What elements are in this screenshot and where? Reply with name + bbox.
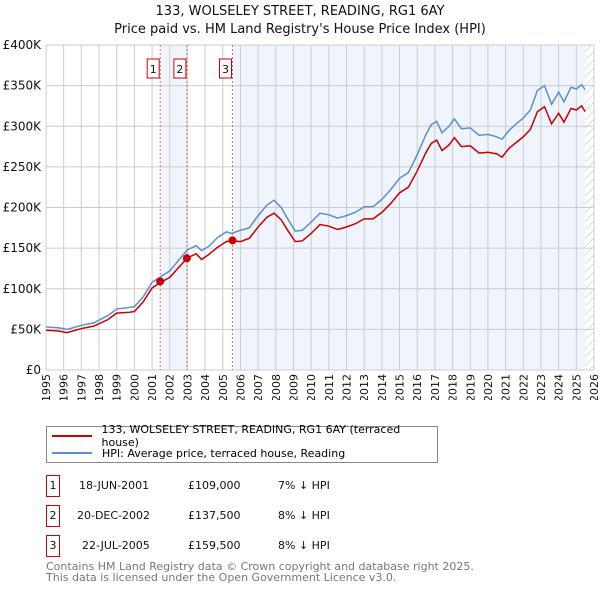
sale-date: 18-JUN-2001 [79, 479, 150, 492]
sale-point [228, 236, 237, 245]
x-tick-label: 2022 [517, 374, 530, 400]
x-tick-label: 2023 [535, 374, 548, 400]
y-tick-label: £400K [3, 38, 43, 52]
x-tick-label: 2026 [588, 374, 600, 400]
sale-hpi-diff: 8% ↓ HPI [278, 509, 330, 522]
x-tick-label: 2007 [252, 374, 265, 400]
x-tick-label: 2002 [164, 374, 177, 400]
sale-hpi-diff: 7% ↓ HPI [278, 479, 330, 492]
sale-price: £159,500 [188, 539, 241, 552]
footer-licence: This data is licensed under the Open Gov… [46, 571, 397, 584]
x-tick-label: 2004 [199, 374, 212, 400]
x-tick-label: 2008 [270, 374, 283, 400]
sale-label: 3 [222, 63, 229, 76]
sale-point [156, 277, 165, 286]
x-tick-label: 2015 [394, 374, 407, 400]
footer-copyright: Contains HM Land Registry data © Crown c… [46, 560, 474, 573]
x-tick-label: 2006 [234, 374, 247, 400]
y-tick-label: £200K [3, 201, 43, 215]
sale-date: 20-DEC-2002 [77, 509, 151, 522]
price-chart: 1995 1996 1997 1998 1999 2000 2001 2002 2003 2004… [3, 38, 600, 400]
y-tick-label: £50K [10, 322, 42, 336]
x-tick-label: 2017 [429, 374, 442, 400]
sale-price: £109,000 [188, 479, 241, 492]
x-tick-label: 2014 [376, 374, 389, 400]
x-tick-label: 2013 [358, 374, 371, 400]
sale-row: 1 18-JUN-2001 £109,000 7% ↓ HPI [46, 475, 446, 497]
legend-swatch-hpi [52, 452, 92, 454]
x-tick-label: 1997 [75, 374, 88, 400]
x-tick-label: 2003 [181, 374, 194, 400]
hpi-line [45, 83, 586, 331]
sale-label-box [173, 58, 187, 79]
x-tick-label: 2010 [305, 374, 318, 400]
legend: 133, WOLSELEY STREET, READING, RG1 6AY (… [46, 423, 438, 463]
x-tick-label: 2000 [128, 374, 141, 400]
chart-title: 133, WOLSELEY STREET, READING, RG1 6AY [155, 4, 445, 19]
x-tick-label: 2024 [553, 374, 566, 400]
x-tick-label: 2016 [411, 374, 424, 400]
legend-swatch-property [52, 435, 92, 437]
x-tick-label: 2011 [323, 374, 336, 400]
sale-row: 3 22-JUL-2005 £159,500 8% ↓ HPI [46, 535, 446, 557]
x-tick-label: 1998 [93, 374, 106, 400]
x-tick-label: 2005 [217, 374, 230, 400]
y-tick-label: £0 [26, 363, 41, 377]
sale-marker-box: 1 [46, 475, 60, 497]
y-tick-label: £250K [3, 160, 43, 174]
y-tick-label: £150K [3, 241, 43, 255]
y-tick-label: £300K [3, 119, 43, 133]
x-tick-label: 2020 [482, 374, 495, 400]
x-tick-label: 2021 [500, 374, 513, 400]
sale-point [182, 254, 191, 263]
legend-label-hpi: HPI: Average price, terraced house, Read… [102, 446, 346, 460]
sale-date: 22-JUL-2005 [82, 539, 150, 552]
sale-hpi-diff: 8% ↓ HPI [278, 539, 330, 552]
x-tick-label: 2018 [447, 374, 460, 400]
x-tick-label: 2025 [570, 374, 583, 400]
y-tick-label: £100K [3, 282, 43, 296]
x-tick-label: 2012 [341, 374, 354, 400]
sale-label-box [218, 58, 232, 79]
chart-subtitle: Price paid vs. HM Land Registry's House … [114, 22, 486, 37]
x-tick-label: 1996 [58, 374, 71, 400]
x-tick-label: 2019 [464, 374, 477, 400]
sale-marker-box: 3 [46, 535, 60, 557]
sale-price: £137,500 [188, 509, 241, 522]
legend-label-property: 133, WOLSELEY STREET, READING, RG1 6AY (… [101, 423, 401, 449]
sale-marker-box: 2 [46, 505, 60, 527]
sale-label-box [146, 58, 160, 79]
x-tick-label: 1995 [40, 374, 53, 400]
x-tick-label: 1999 [111, 374, 124, 400]
sale-row: 2 20-DEC-2002 £137,500 8% ↓ HPI [46, 505, 446, 527]
sale-label: 2 [176, 63, 183, 76]
sale-label: 1 [150, 63, 157, 76]
x-tick-label: 2009 [287, 374, 300, 400]
y-tick-label: £350K [3, 79, 43, 93]
x-tick-label: 2001 [146, 374, 159, 400]
